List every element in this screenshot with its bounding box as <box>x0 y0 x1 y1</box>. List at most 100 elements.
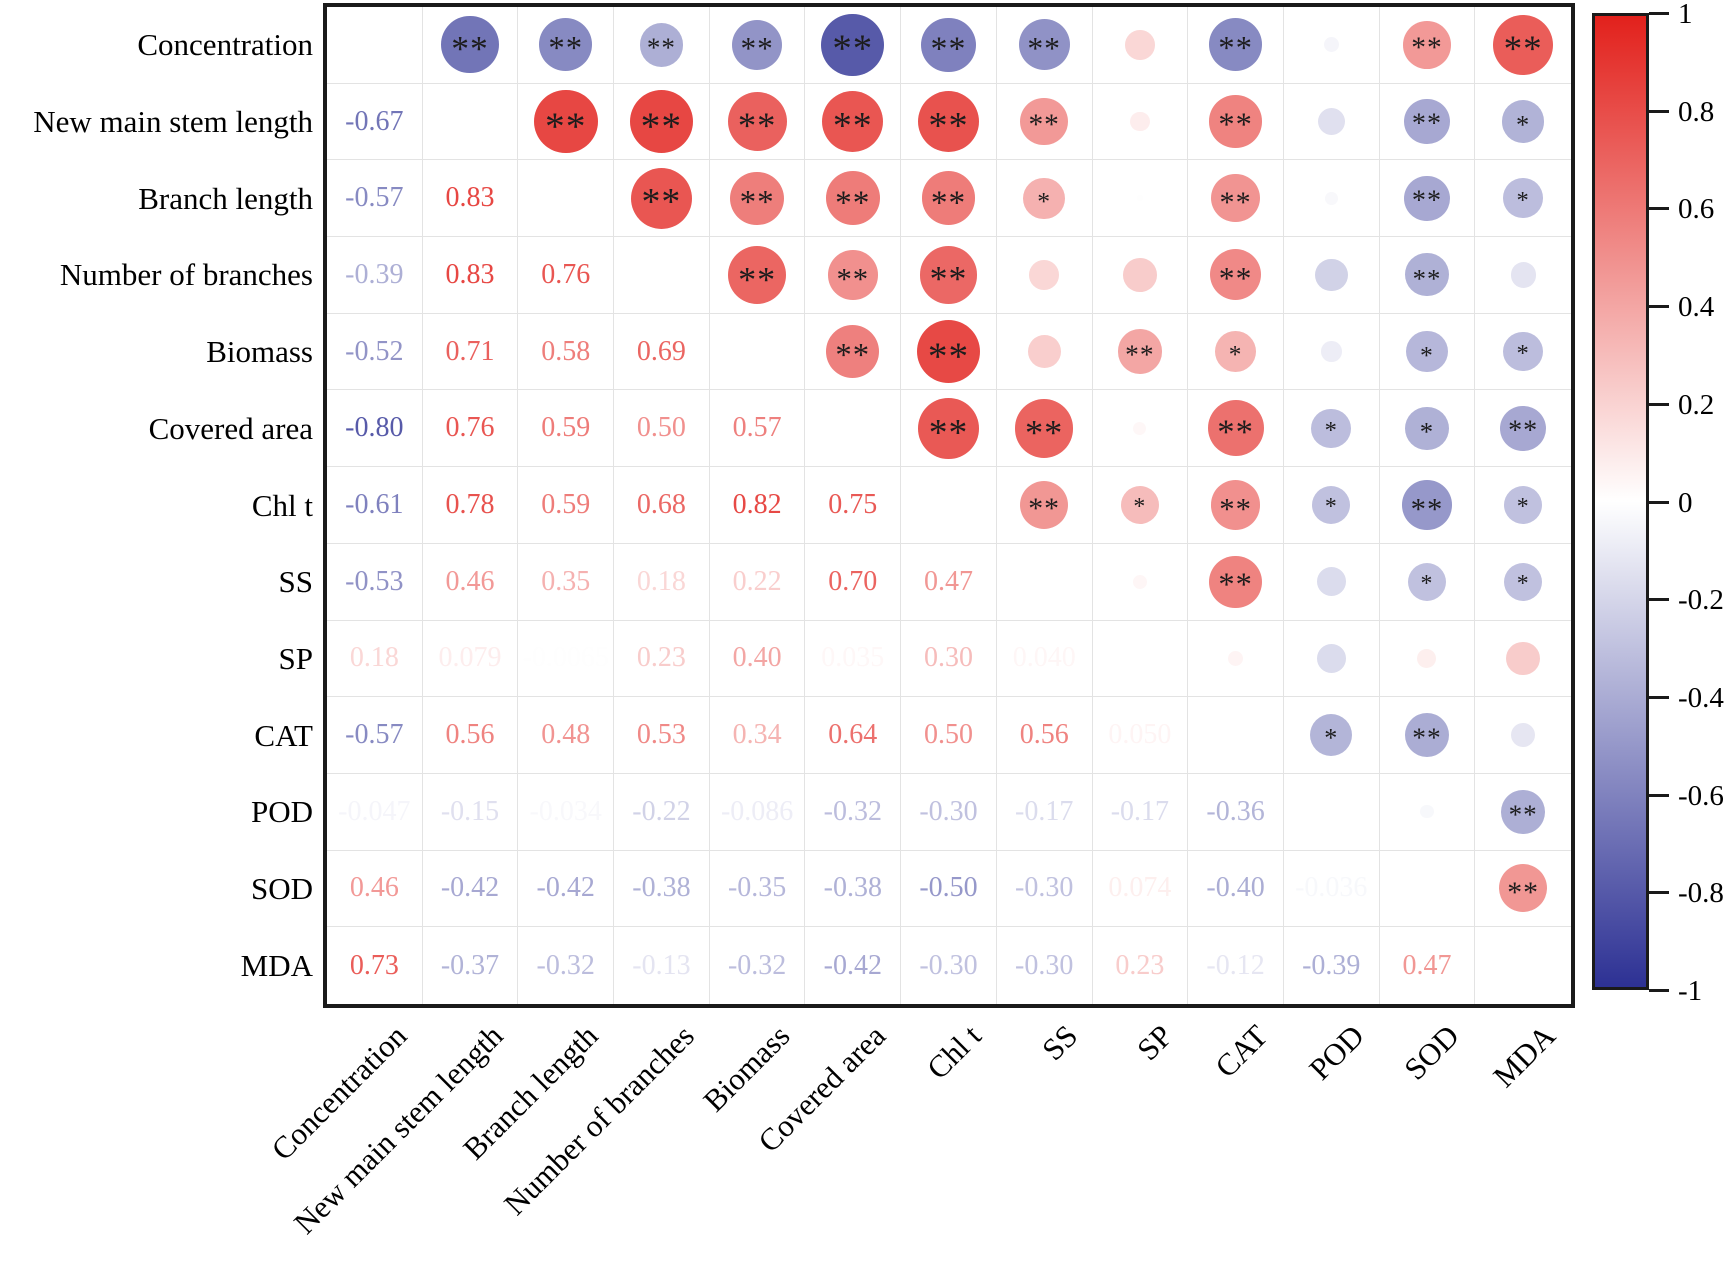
column-label: POD <box>1302 1018 1371 1087</box>
correlation-value: 0.69 <box>636 335 686 367</box>
matrix-cell-circle: * <box>1379 390 1476 468</box>
matrix-cell-value: -0.13 <box>614 927 710 1004</box>
correlation-value: 0.68 <box>636 488 686 520</box>
matrix-cell-circle <box>1092 160 1189 238</box>
row-label: MDA <box>240 948 313 983</box>
correlation-circle: ** <box>1404 712 1450 758</box>
significance-stars: ** <box>927 334 970 379</box>
correlation-circle <box>1510 262 1536 288</box>
correlation-value: 0.64 <box>828 719 878 751</box>
matrix-cell-circle: ** <box>1188 237 1284 314</box>
significance-stars: * <box>1516 109 1531 140</box>
correlation-circle: ** <box>1210 249 1262 301</box>
correlation-value: -0.57 <box>345 182 404 214</box>
matrix-cell-circle: ** <box>1475 851 1571 928</box>
correlation-value: 0.050 <box>1108 719 1172 751</box>
row-label: POD <box>250 794 313 829</box>
correlation-value: -0.40 <box>1206 872 1265 904</box>
matrix-cell-circle: * <box>1379 543 1476 621</box>
correlation-value: 0.83 <box>445 258 495 290</box>
correlation-value: -0.15 <box>440 795 500 827</box>
correlation-circle <box>1324 191 1338 205</box>
matrix-cell-value: 0.53 <box>614 697 710 774</box>
correlation-circle: * <box>1311 408 1352 449</box>
matrix-cell-value: 0.59 <box>518 390 615 468</box>
correlation-value: 0.079 <box>438 642 502 674</box>
matrix-cell-circle <box>1283 83 1380 161</box>
correlation-value: 0.40 <box>732 642 782 674</box>
correlation-circle: ** <box>1499 864 1548 913</box>
colorbar-tick-label: 1 <box>1678 0 1693 30</box>
significance-stars: ** <box>737 105 777 147</box>
significance-stars: ** <box>548 30 584 67</box>
colorbar-tick <box>1649 696 1669 699</box>
significance-stars: ** <box>1125 339 1155 370</box>
significance-stars: ** <box>930 183 967 221</box>
correlation-circle: ** <box>639 22 684 67</box>
matrix-cell-circle <box>1283 237 1380 314</box>
correlation-circle: ** <box>826 325 880 379</box>
matrix-cell-circle: * <box>1475 544 1571 621</box>
matrix-cell-circle: ** <box>1188 467 1284 544</box>
column-label: MDA <box>1485 1018 1562 1094</box>
matrix-cell-circle: ** <box>1092 313 1189 391</box>
matrix-cell-value: 0.23 <box>614 620 710 698</box>
matrix-cell-value: 0.83 <box>422 160 519 238</box>
matrix-cell-circle: * <box>1283 467 1380 544</box>
correlation-circle: * <box>1503 331 1543 372</box>
correlation-circle <box>1506 641 1540 676</box>
matrix-cell-value: 0.47 <box>901 543 997 621</box>
correlation-value: 0.035 <box>821 642 885 674</box>
matrix-cell-value: -0.40 <box>1188 850 1284 928</box>
correlation-value: 0.83 <box>445 182 495 214</box>
matrix-cell-circle: ** <box>709 83 806 161</box>
correlation-value: 0.48 <box>541 719 591 751</box>
correlation-value: 0.18 <box>349 642 399 674</box>
significance-stars: * <box>1324 723 1339 753</box>
matrix-cell-value: -0.32 <box>710 927 806 1004</box>
correlation-circle: ** <box>1020 481 1069 529</box>
significance-stars: ** <box>1028 491 1061 525</box>
significance-stars: ** <box>1508 415 1539 447</box>
correlation-value: 0.30 <box>923 642 973 674</box>
correlation-circle <box>1420 805 1434 819</box>
correlation-circle: ** <box>1404 175 1450 221</box>
significance-stars: ** <box>641 181 682 224</box>
significance-stars: ** <box>1218 567 1253 604</box>
correlation-value: -0.50 <box>919 872 978 904</box>
significance-stars: ** <box>738 259 777 300</box>
matrix-cell-circle: ** <box>1475 390 1571 468</box>
correlation-value: 0.76 <box>445 412 495 444</box>
matrix-cell-circle: ** <box>1379 237 1476 314</box>
correlation-circle: ** <box>1493 14 1554 75</box>
significance-stars: * <box>1516 340 1530 368</box>
matrix-cell-value: -0.36 <box>1188 773 1284 851</box>
matrix-cell-circle: ** <box>805 83 902 161</box>
correlation-circle: ** <box>921 17 976 73</box>
matrix-cell-value: -0.39 <box>327 237 423 314</box>
matrix-cell-circle: ** <box>1379 160 1476 238</box>
matrix-cell-diagonal <box>901 467 997 544</box>
matrix-cell-value: 0.22 <box>709 543 806 621</box>
correlation-value: 0.46 <box>349 872 399 904</box>
matrix-cell-value: 0.68 <box>614 467 710 544</box>
matrix-cell-value: 0.23 <box>1093 927 1189 1004</box>
matrix-cell-circle: ** <box>709 7 806 84</box>
matrix-cell-circle <box>1092 543 1189 621</box>
correlation-circle <box>1316 567 1346 597</box>
correlation-value: 0.73 <box>349 949 399 981</box>
matrix-cell-value: 0.50 <box>901 697 997 774</box>
row-label: Covered area <box>148 411 313 446</box>
matrix-cell-circle <box>1379 620 1476 698</box>
correlation-circle: * <box>1407 562 1447 601</box>
matrix-cell-circle <box>1092 390 1189 468</box>
matrix-cell-value: -0.39 <box>1284 927 1380 1004</box>
matrix-cell-value: -0.30 <box>901 773 997 851</box>
significance-stars: ** <box>1219 491 1252 526</box>
matrix-cell-circle: ** <box>901 237 997 314</box>
matrix-cell-value: -0.38 <box>614 850 710 928</box>
correlation-circle: ** <box>1207 400 1264 457</box>
matrix-cell-value: 0.040 <box>996 620 1093 698</box>
significance-stars: * <box>1516 494 1530 521</box>
